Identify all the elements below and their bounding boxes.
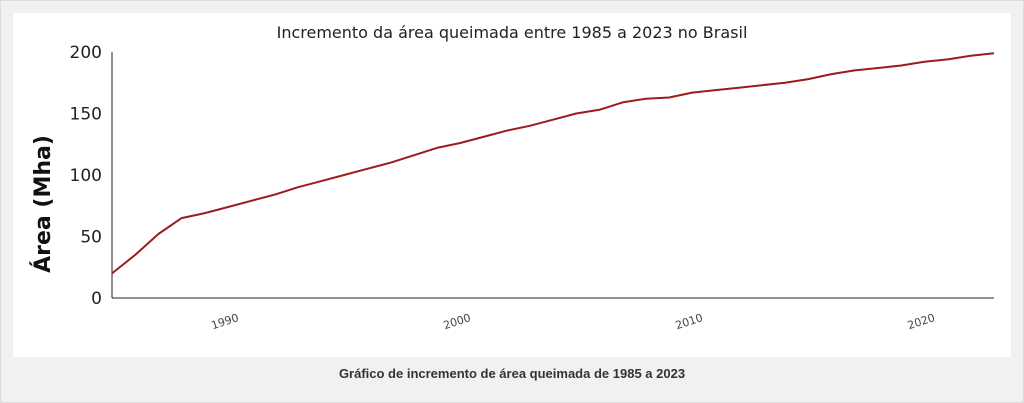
x-tick-label: 1990 — [210, 311, 241, 332]
x-tick-label: 2010 — [674, 311, 705, 332]
series-line-area-burned — [111, 52, 995, 275]
chart-title: Incremento da área queimada entre 1985 a… — [277, 23, 748, 42]
y-tick-label: 100 — [70, 166, 102, 186]
y-tick-label: 150 — [70, 105, 102, 125]
y-tick-label: 200 — [70, 43, 102, 63]
y-tick-label: 0 — [91, 289, 102, 309]
x-tick-label: 2020 — [906, 311, 937, 332]
area-burned-chart: Incremento da área queimada entre 1985 a… — [30, 23, 995, 332]
y-axis-label: Área (Mha) — [30, 135, 56, 273]
figure-caption: Gráfico de incremento de área queimada d… — [338, 366, 686, 381]
x-axis-ticks: 1990 2000 2010 2020 — [210, 311, 937, 332]
y-axis-ticks: 0 50 100 150 200 — [70, 43, 102, 309]
y-tick-label: 50 — [80, 228, 102, 248]
plot-card — [13, 13, 1011, 357]
x-tick-label: 2000 — [442, 311, 473, 332]
